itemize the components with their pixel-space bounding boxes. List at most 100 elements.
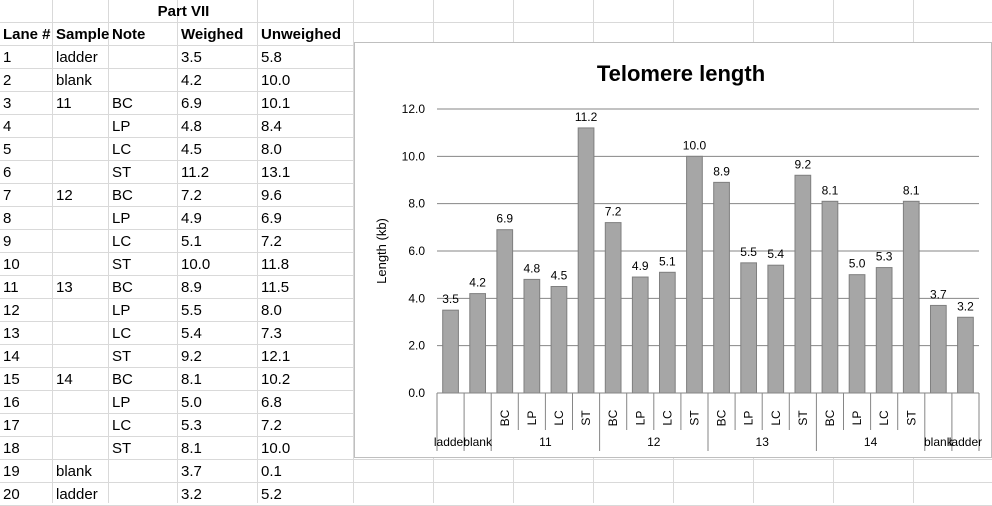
note-cell[interactable]: ST [112, 348, 132, 365]
lane-cell[interactable]: 18 [3, 440, 20, 457]
note-cell[interactable] [109, 69, 178, 92]
weighed-cell[interactable]: 8.1 [181, 371, 202, 388]
lane-cell[interactable]: 16 [3, 394, 20, 411]
note-cell[interactable]: BC [112, 371, 133, 388]
lane-cell[interactable]: 11 [3, 279, 19, 296]
weighed-cell[interactable]: 8.9 [181, 279, 202, 296]
unweighed-cell[interactable]: 7.2 [261, 417, 282, 434]
note-cell[interactable]: LP [112, 394, 131, 411]
weighed-cell[interactable]: 11.2 [181, 164, 210, 181]
sample-cell[interactable] [53, 322, 109, 345]
unweighed-cell[interactable]: 8.0 [261, 302, 282, 319]
note-cell[interactable]: LC [112, 417, 132, 434]
note-cell[interactable] [109, 46, 178, 69]
sample-cell[interactable] [53, 161, 109, 184]
header-note[interactable]: Note [112, 26, 146, 43]
note-cell[interactable]: LC [112, 325, 132, 342]
sample-cell[interactable]: 12 [56, 187, 73, 204]
unweighed-cell[interactable]: 9.6 [261, 187, 282, 204]
lane-cell[interactable]: 5 [3, 141, 12, 158]
weighed-cell[interactable]: 10.0 [181, 256, 211, 273]
weighed-cell[interactable]: 5.1 [181, 233, 202, 250]
telomere-chart[interactable]: Telomere length 0.0 2.0 4.0 6.0 8.0 10.0 12.0 Le… [354, 42, 992, 458]
weighed-cell[interactable]: 9.2 [181, 348, 202, 365]
weighed-cell[interactable]: 5.4 [181, 325, 202, 342]
weighed-cell[interactable]: 4.8 [181, 118, 202, 135]
header-sample[interactable]: Sample [56, 26, 110, 43]
note-cell[interactable]: BC [112, 187, 133, 204]
note-cell[interactable]: BC [112, 279, 133, 296]
weighed-cell[interactable]: 3.2 [181, 486, 202, 503]
weighed-cell[interactable]: 3.7 [181, 463, 202, 480]
unweighed-cell[interactable]: 7.2 [261, 233, 282, 250]
unweighed-cell[interactable]: 10.2 [261, 371, 291, 388]
lane-cell[interactable]: 19 [3, 463, 20, 480]
note-cell[interactable] [109, 460, 178, 483]
unweighed-cell[interactable]: 5.2 [261, 486, 282, 503]
lane-cell[interactable]: 10 [3, 256, 20, 273]
unweighed-cell[interactable]: 10.1 [261, 95, 291, 112]
lane-cell[interactable]: 8 [3, 210, 12, 227]
lane-cell[interactable]: 13 [3, 325, 20, 342]
sample-cell[interactable]: 13 [56, 279, 73, 296]
weighed-cell[interactable]: 5.5 [181, 302, 202, 319]
unweighed-cell[interactable]: 12.1 [261, 348, 291, 365]
unweighed-cell[interactable]: 10.0 [261, 440, 291, 457]
lane-cell[interactable]: 14 [3, 348, 20, 365]
lane-cell[interactable]: 17 [3, 417, 20, 434]
weighed-cell[interactable]: 8.1 [181, 440, 202, 457]
lane-cell[interactable]: 4 [3, 118, 12, 135]
sample-cell[interactable]: blank [56, 463, 92, 480]
header-weighed[interactable]: Weighed [181, 26, 244, 43]
unweighed-cell[interactable]: 6.9 [261, 210, 282, 227]
weighed-cell[interactable]: 7.2 [181, 187, 202, 204]
sample-cell[interactable] [53, 414, 109, 437]
lane-cell[interactable]: 15 [3, 371, 20, 388]
note-cell[interactable]: ST [112, 440, 132, 457]
lane-cell[interactable]: 20 [3, 486, 20, 503]
note-cell[interactable]: LC [112, 141, 132, 158]
weighed-cell[interactable]: 5.0 [181, 394, 202, 411]
unweighed-cell[interactable]: 11.8 [261, 256, 290, 273]
weighed-cell[interactable]: 5.3 [181, 417, 202, 434]
sample-cell[interactable]: ladder [56, 486, 98, 503]
unweighed-cell[interactable]: 13.1 [261, 164, 291, 181]
unweighed-cell[interactable]: 5.8 [261, 49, 282, 66]
sample-cell[interactable] [53, 391, 109, 414]
note-cell[interactable]: LP [112, 118, 131, 135]
note-cell[interactable]: ST [112, 164, 132, 181]
unweighed-cell[interactable]: 11.5 [261, 279, 290, 296]
weighed-cell[interactable]: 4.5 [181, 141, 202, 158]
note-cell[interactable]: BC [112, 95, 133, 112]
sample-cell[interactable] [53, 207, 109, 230]
lane-cell[interactable]: 3 [3, 95, 12, 112]
note-cell[interactable]: LC [112, 233, 132, 250]
weighed-cell[interactable]: 6.9 [181, 95, 202, 112]
unweighed-cell[interactable]: 10.0 [261, 72, 291, 89]
weighed-cell[interactable]: 4.9 [181, 210, 202, 227]
header-unweighed[interactable]: Unweighed [261, 26, 342, 43]
header-lane[interactable]: Lane # [3, 26, 51, 43]
note-cell[interactable]: ST [112, 256, 132, 273]
lane-cell[interactable]: 9 [3, 233, 12, 250]
sample-cell[interactable] [53, 345, 109, 368]
lane-cell[interactable]: 12 [3, 302, 20, 319]
lane-cell[interactable]: 2 [3, 72, 12, 89]
sample-cell[interactable] [53, 253, 109, 276]
unweighed-cell[interactable]: 0.1 [261, 463, 282, 480]
sample-cell[interactable] [53, 115, 109, 138]
lane-cell[interactable]: 6 [3, 164, 12, 181]
sheet-title-cell[interactable]: Part VII [157, 3, 210, 20]
sample-cell[interactable] [53, 138, 109, 161]
sample-cell[interactable] [53, 299, 109, 322]
note-cell[interactable]: LP [112, 210, 131, 227]
lane-cell[interactable]: 1 [3, 49, 12, 66]
sample-cell[interactable]: 11 [56, 95, 72, 112]
unweighed-cell[interactable]: 7.3 [261, 325, 282, 342]
sample-cell[interactable]: ladder [56, 49, 98, 66]
weighed-cell[interactable]: 4.2 [181, 72, 202, 89]
note-cell[interactable]: LP [112, 302, 131, 319]
weighed-cell[interactable]: 3.5 [181, 49, 202, 66]
sample-cell[interactable] [53, 437, 109, 460]
unweighed-cell[interactable]: 6.8 [261, 394, 282, 411]
